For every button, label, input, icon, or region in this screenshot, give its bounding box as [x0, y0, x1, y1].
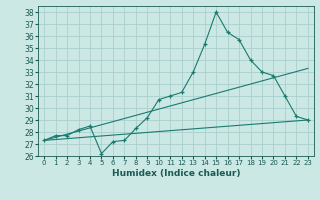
- X-axis label: Humidex (Indice chaleur): Humidex (Indice chaleur): [112, 169, 240, 178]
